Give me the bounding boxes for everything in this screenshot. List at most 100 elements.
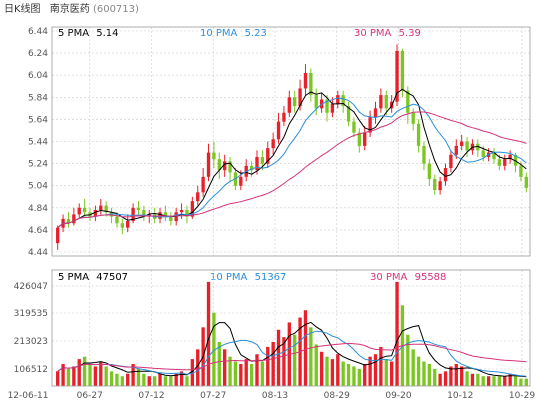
candle-body	[287, 97, 291, 113]
volume-bar	[486, 376, 491, 386]
ma-lines	[57, 88, 527, 378]
volume-bar	[152, 376, 157, 386]
candle-body	[460, 141, 464, 146]
volume-bar	[303, 310, 308, 386]
volume-bar	[470, 373, 475, 386]
candle-body	[443, 168, 448, 182]
candle-body	[56, 227, 60, 244]
candle-body	[427, 163, 432, 180]
volume-bar	[389, 361, 394, 386]
candle-body	[126, 221, 130, 228]
candle-body	[196, 192, 200, 202]
price-tick-label: 5.64	[28, 115, 48, 125]
volume-ma30-line	[57, 342, 527, 372]
candle-body	[169, 216, 173, 222]
candle-body	[72, 214, 76, 224]
volume-bar	[497, 376, 502, 386]
candle-body	[416, 123, 421, 146]
date-tick-label: 07-12	[138, 391, 164, 401]
volume-bar	[136, 368, 141, 386]
volume-bar	[217, 342, 221, 386]
candle-body	[309, 72, 313, 96]
volume-tick-label: 106512	[14, 365, 48, 375]
volume-bar	[131, 364, 135, 386]
price-ma5-legend: 5 PMA 5.14	[58, 28, 119, 39]
volume-bar	[196, 349, 200, 386]
price-tick-label: 5.24	[28, 160, 48, 170]
date-axis: 12-06-11 06-27 07-12 07-27 08-13 08-29 09-20 10…	[8, 391, 536, 401]
candle-body	[497, 159, 502, 166]
candle-body	[142, 210, 146, 217]
candle-body	[115, 216, 119, 224]
candle-body	[411, 112, 415, 124]
volume-bar	[99, 361, 103, 386]
volume-bar	[120, 376, 124, 386]
panel-frames	[51, 26, 531, 387]
volume-bar	[379, 346, 383, 386]
volume-bar	[185, 376, 189, 386]
date-tick-label: 08-13	[262, 391, 288, 401]
candle-body	[465, 141, 469, 151]
price-ma5-line	[57, 88, 527, 229]
volume-bar	[476, 373, 480, 386]
volume-ma5-legend: 5 PMA 47507	[58, 272, 128, 283]
volume-bar	[56, 371, 60, 386]
volume-tick-label: 213023	[14, 337, 48, 347]
candle-body	[433, 179, 437, 191]
volume-bar	[142, 373, 146, 386]
volume-ma30-legend: 30 PMA 95588	[370, 272, 446, 283]
candle-body	[373, 108, 378, 118]
volume-bar	[481, 376, 485, 386]
volume-bar	[325, 356, 329, 386]
volume-tick-label: 319535	[14, 309, 48, 319]
candle-body	[120, 223, 124, 228]
volume-bar	[174, 373, 178, 386]
candle-body	[513, 154, 518, 166]
candle-body	[239, 176, 243, 186]
candle-body	[346, 106, 351, 122]
candle-body	[201, 176, 205, 193]
volume-bar	[336, 354, 340, 386]
volume-bar	[66, 368, 71, 386]
volume-bar	[61, 364, 65, 386]
volume-bar	[239, 364, 243, 386]
candle-body	[357, 132, 361, 146]
volume-bar	[93, 366, 98, 386]
volume-bar	[282, 337, 286, 386]
candle-body	[217, 159, 221, 171]
candle-body	[303, 72, 308, 89]
volume-bar	[416, 356, 421, 386]
candle-body	[179, 210, 184, 213]
candle-body	[368, 117, 372, 133]
candle-body	[314, 95, 318, 109]
volume-bar	[249, 364, 254, 386]
price-tick-label: 4.84	[28, 204, 48, 214]
candle-body	[341, 95, 345, 107]
price-tick-label: 5.84	[28, 93, 48, 103]
volume-bar	[77, 359, 81, 386]
volume-bar	[223, 349, 227, 386]
volume-bar	[406, 334, 410, 386]
candle-body	[524, 176, 528, 188]
candle-body	[438, 181, 442, 191]
volume-bar	[395, 281, 399, 386]
candle-body	[163, 212, 168, 217]
candle-body	[503, 159, 507, 166]
date-tick-label: 09-20	[385, 391, 411, 401]
volume-bar	[147, 376, 151, 386]
price-ma30-line	[57, 111, 527, 229]
candle-body	[298, 88, 302, 107]
price-ma10-legend: 10 PMA 5.23	[200, 28, 267, 39]
candle-body	[400, 50, 405, 91]
volume-bar	[427, 364, 432, 386]
volume-bar	[179, 371, 184, 386]
candle-body	[206, 152, 211, 177]
date-tick-label: 10-29	[509, 391, 535, 401]
volume-bar	[82, 356, 87, 386]
candle-body	[379, 95, 383, 109]
volume-bar	[449, 366, 453, 386]
candle-body	[422, 145, 426, 164]
candle-body	[185, 210, 189, 217]
candle-body	[276, 121, 281, 140]
